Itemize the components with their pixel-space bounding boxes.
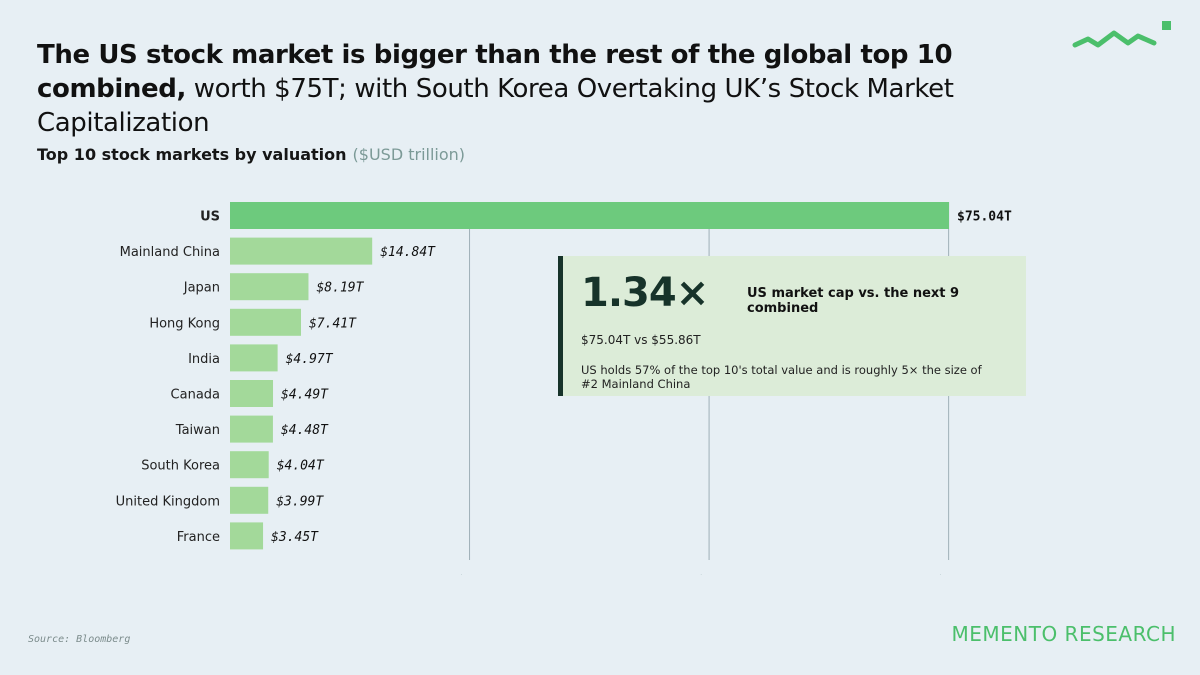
- category-label: Canada: [171, 388, 220, 403]
- chart-title: Top 10 stock markets by valuation: [37, 145, 347, 164]
- value-label: $4.49T: [281, 388, 329, 403]
- bar-chart: $25T $50T $75T US $75.04T Mainland China $14.8…: [116, 202, 1012, 575]
- headline: The US stock market is bigger than the r…: [37, 38, 1087, 140]
- value-label: $7.41T: [309, 316, 357, 331]
- category-label: France: [177, 530, 220, 545]
- callout-comparison: $75.04T vs $55.86T: [581, 333, 701, 347]
- bar: [230, 451, 269, 479]
- x-tick-label: $25T: [458, 574, 482, 575]
- x-tick-label: $75T: [937, 574, 961, 575]
- value-label: $8.19T: [316, 281, 364, 296]
- category-label: Hong Kong: [149, 316, 220, 331]
- category-label: Japan: [183, 281, 220, 296]
- callout-value: 1.34×: [581, 270, 709, 316]
- value-label: $4.04T: [277, 459, 325, 474]
- category-label: Mainland China: [120, 245, 220, 260]
- bar: [230, 202, 949, 229]
- callout-label: US market cap vs. the next 9 combined: [747, 286, 960, 316]
- value-label: $75.04T: [957, 210, 1012, 225]
- bar: [230, 486, 269, 514]
- brand-name: MEMENTO RESEARCH: [951, 622, 1176, 646]
- bar: [230, 380, 274, 407]
- bar: [230, 344, 278, 372]
- category-label: Taiwan: [175, 423, 220, 438]
- category-label: US: [200, 210, 220, 225]
- bar: [230, 273, 309, 301]
- category-label: India: [188, 352, 220, 367]
- callout-note: US holds 57% of the top 10's total value…: [581, 363, 982, 391]
- chart-subtitle: Top 10 stock markets by valuation ($USD t…: [37, 145, 465, 164]
- chart-unit: ($USD trillion): [352, 145, 466, 164]
- value-label: $14.84T: [380, 245, 436, 260]
- headline-rest: worth $75T; with South Korea Overtaking …: [37, 74, 954, 138]
- source-note: Source: Bloomberg: [28, 634, 131, 645]
- headline-bold: The US stock market is bigger than the r…: [37, 40, 953, 104]
- value-label: $3.45T: [271, 530, 319, 545]
- bar: [230, 308, 301, 336]
- value-label: $3.99T: [276, 494, 324, 509]
- memento-logo-icon: [1072, 21, 1171, 48]
- bar: [230, 415, 273, 443]
- value-label: $4.97T: [286, 352, 334, 367]
- callout-box: 1.34× US market cap vs. the next 9 combi…: [558, 256, 1026, 396]
- category-label: United Kingdom: [116, 494, 220, 509]
- bar: [230, 522, 264, 550]
- x-tick-label: $50T: [698, 574, 722, 575]
- bar: [230, 237, 373, 265]
- category-label: South Korea: [141, 459, 220, 474]
- value-label: $4.48T: [281, 423, 329, 438]
